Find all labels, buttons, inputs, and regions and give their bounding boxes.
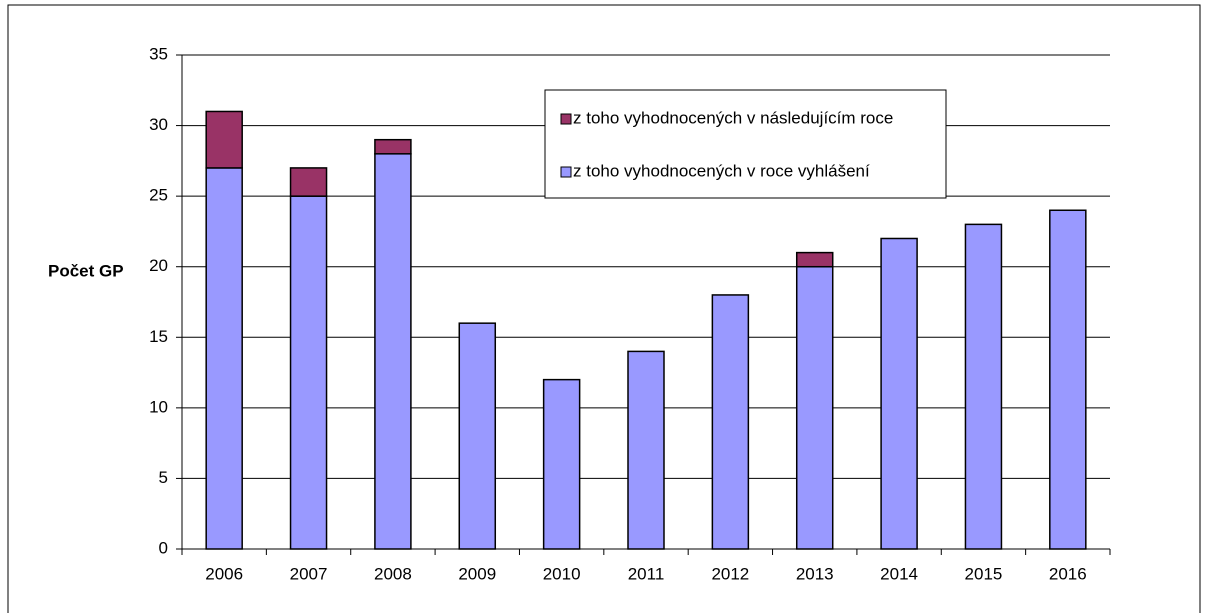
x-tick-label: 2015: [965, 564, 1003, 583]
bar-segment: [795, 265, 834, 550]
bar-segment: [458, 322, 497, 550]
x-tick-label: 2014: [880, 564, 918, 583]
y-axis-label: Počet GP: [48, 261, 124, 280]
bar-segment: [289, 195, 328, 550]
legend-box: [544, 89, 947, 199]
y-tick-label: 0: [159, 538, 168, 557]
bar-segment: [711, 294, 750, 550]
bar-segment: [964, 223, 1003, 550]
legend-swatch: [560, 166, 572, 178]
bar-segment: [627, 350, 665, 550]
bar-segment: [795, 251, 834, 268]
legend-swatch: [560, 113, 572, 125]
y-tick-label: 20: [149, 256, 168, 275]
bar-segment: [542, 378, 581, 550]
bar-segment: [1049, 209, 1087, 550]
x-tick-label: 2010: [543, 564, 581, 583]
bar-segment: [374, 138, 412, 155]
x-tick-label: 2012: [711, 564, 749, 583]
bar-segment: [205, 167, 243, 550]
y-tick-label: 5: [159, 468, 168, 487]
x-tick-label: 2008: [374, 564, 412, 583]
y-tick-label: 15: [149, 327, 168, 346]
bar-segment: [374, 153, 412, 550]
legend-label: z toho vyhodnocených v roce vyhlášení: [573, 161, 870, 180]
bar-segment: [205, 110, 243, 169]
y-tick-label: 10: [149, 397, 168, 416]
legend-label: z toho vyhodnocených v následujícím roce: [573, 108, 893, 127]
x-tick-label: 2009: [458, 564, 496, 583]
bar-segment: [880, 237, 918, 550]
x-tick-label: 2007: [290, 564, 328, 583]
y-tick-label: 30: [149, 115, 168, 134]
y-tick-label: 35: [149, 44, 168, 63]
x-tick-label: 2016: [1049, 564, 1087, 583]
x-tick-label: 2013: [796, 564, 834, 583]
y-tick-label: 25: [149, 186, 168, 205]
bar-segment: [289, 167, 328, 197]
x-tick-label: 2011: [628, 564, 665, 583]
x-tick-label: 2006: [205, 564, 243, 583]
